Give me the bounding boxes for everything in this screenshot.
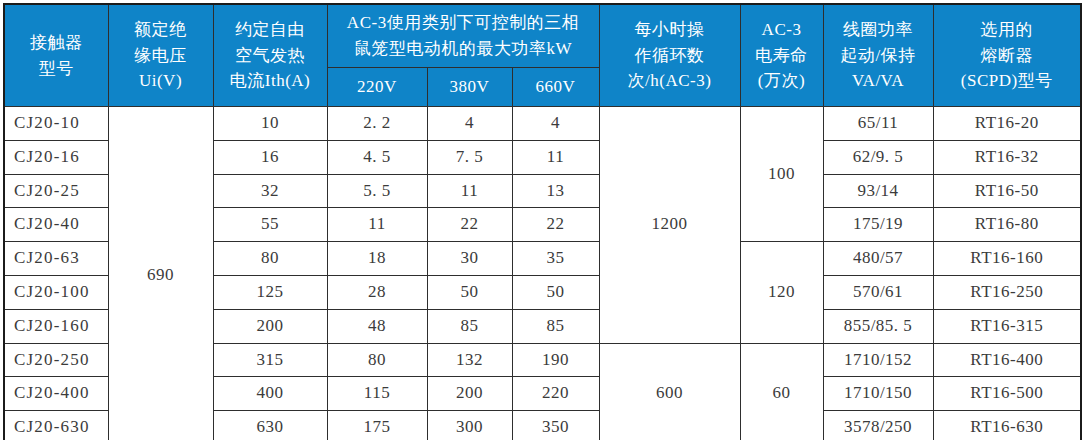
cell-cycles-merged: 1200: [599, 107, 740, 344]
cell-kw220: 175: [327, 411, 427, 440]
cell-kw660: 85: [512, 309, 599, 343]
cell-model: CJ20-400: [4, 377, 108, 411]
header-cycles: 每小时操 作循环数 次/h(AC-3): [599, 4, 740, 107]
cell-ith: 16: [213, 140, 327, 174]
cell-kw220: 11: [327, 208, 427, 242]
cell-coil: 62/9. 5: [823, 140, 933, 174]
cell-model: CJ20-25: [4, 174, 108, 208]
cell-coil: 855/85. 5: [823, 309, 933, 343]
header-kw-380v: 380V: [427, 68, 512, 107]
cell-fuse: RT16-160: [933, 242, 1081, 276]
cell-kw660: 350: [512, 411, 599, 440]
cell-fuse: RT16-400: [933, 343, 1081, 377]
header-fuse: 选用的 熔断器 (SCPD)型号: [933, 4, 1081, 107]
cell-coil: 1710/150: [823, 377, 933, 411]
cell-ith: 32: [213, 174, 327, 208]
cell-ith: 630: [213, 411, 327, 440]
cell-kw660: 190: [512, 343, 599, 377]
cell-ith: 80: [213, 242, 327, 276]
cell-kw660: 220: [512, 377, 599, 411]
cell-coil: 65/11: [823, 107, 933, 141]
cell-ith: 315: [213, 343, 327, 377]
cell-kw660: 13: [512, 174, 599, 208]
cell-kw220: 5. 5: [327, 174, 427, 208]
cell-model: CJ20-40: [4, 208, 108, 242]
cell-coil: 93/14: [823, 174, 933, 208]
header-ith: 约定自由 空气发热 电流Ith(A): [213, 4, 327, 107]
cell-life-merged: 100: [740, 107, 823, 242]
cell-kw380: 200: [427, 377, 512, 411]
cell-kw380: 300: [427, 411, 512, 440]
header-kw-660v: 660V: [512, 68, 599, 107]
cell-cycles-merged: 600: [599, 343, 740, 440]
cell-kw660: 50: [512, 275, 599, 309]
header-life: AC-3 电寿命 (万次): [740, 4, 823, 107]
cell-kw220: 48: [327, 309, 427, 343]
cell-fuse: RT16-500: [933, 377, 1081, 411]
cell-coil: 570/61: [823, 275, 933, 309]
cell-fuse: RT16-80: [933, 208, 1081, 242]
cell-kw660: 22: [512, 208, 599, 242]
cell-ui-merged: 690: [108, 107, 213, 440]
cell-kw380: 4: [427, 107, 512, 141]
cell-ith: 10: [213, 107, 327, 141]
cell-coil: 480/57: [823, 242, 933, 276]
cell-kw380: 132: [427, 343, 512, 377]
header-coil: 线圈功率 起动/保持 VA/VA: [823, 4, 933, 107]
cell-kw660: 11: [512, 140, 599, 174]
table-body: CJ20-10 690 10 2. 2 4 4 1200 100 65/11 R…: [4, 107, 1081, 440]
cell-model: CJ20-10: [4, 107, 108, 141]
cell-ith: 125: [213, 275, 327, 309]
cell-model: CJ20-16: [4, 140, 108, 174]
header-model: 接触器 型号: [4, 4, 108, 107]
cell-fuse: RT16-315: [933, 309, 1081, 343]
table-row: CJ20-10 690 10 2. 2 4 4 1200 100 65/11 R…: [4, 107, 1081, 141]
cell-kw380: 85: [427, 309, 512, 343]
header-ui: 额定绝 缘电压 Ui(V): [108, 4, 213, 107]
cell-model: CJ20-630: [4, 411, 108, 440]
cell-fuse: RT16-250: [933, 275, 1081, 309]
cell-kw220: 28: [327, 275, 427, 309]
cell-kw380: 11: [427, 174, 512, 208]
cell-model: CJ20-100: [4, 275, 108, 309]
cell-kw220: 18: [327, 242, 427, 276]
cell-life-merged: 60: [740, 343, 823, 440]
contactor-spec-table: 接触器 型号 额定绝 缘电压 Ui(V) 约定自由 空气发热 电流Ith(A) …: [3, 3, 1082, 440]
cell-kw380: 30: [427, 242, 512, 276]
cell-kw220: 115: [327, 377, 427, 411]
cell-kw380: 7. 5: [427, 140, 512, 174]
cell-coil: 175/19: [823, 208, 933, 242]
cell-coil: 1710/152: [823, 343, 933, 377]
page: 接触器 型号 额定绝 缘电压 Ui(V) 约定自由 空气发热 电流Ith(A) …: [0, 0, 1085, 440]
cell-life-merged: 120: [740, 242, 823, 343]
cell-coil: 3578/250: [823, 411, 933, 440]
cell-fuse: RT16-630: [933, 411, 1081, 440]
cell-kw220: 80: [327, 343, 427, 377]
cell-ith: 200: [213, 309, 327, 343]
cell-kw380: 50: [427, 275, 512, 309]
cell-kw220: 2. 2: [327, 107, 427, 141]
header-kw-group: AC-3使用类别下可控制的三相 鼠笼型电动机的最大功率kW: [327, 4, 599, 68]
cell-model: CJ20-250: [4, 343, 108, 377]
header-kw-220v: 220V: [327, 68, 427, 107]
cell-fuse: RT16-32: [933, 140, 1081, 174]
cell-kw380: 22: [427, 208, 512, 242]
cell-kw220: 4. 5: [327, 140, 427, 174]
cell-model: CJ20-160: [4, 309, 108, 343]
cell-kw660: 35: [512, 242, 599, 276]
cell-model: CJ20-63: [4, 242, 108, 276]
cell-ith: 400: [213, 377, 327, 411]
cell-fuse: RT16-20: [933, 107, 1081, 141]
cell-kw660: 4: [512, 107, 599, 141]
cell-ith: 55: [213, 208, 327, 242]
table-header: 接触器 型号 额定绝 缘电压 Ui(V) 约定自由 空气发热 电流Ith(A) …: [4, 4, 1081, 107]
cell-fuse: RT16-50: [933, 174, 1081, 208]
